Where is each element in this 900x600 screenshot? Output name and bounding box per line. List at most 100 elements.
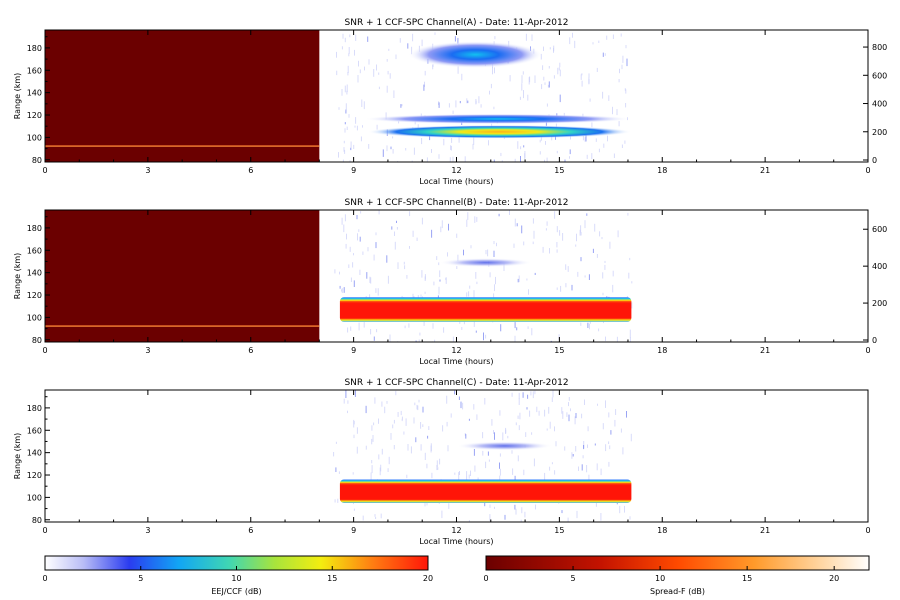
- panel-c-noise-speck: [441, 510, 443, 519]
- panel-b-noise-speck: [358, 322, 360, 331]
- panel-a-x-tick-label: 0: [865, 166, 870, 175]
- panel-b-noise-speck: [514, 218, 516, 227]
- panel-a-noise-speck: [559, 62, 561, 68]
- panel-b-noise-speck: [503, 263, 505, 271]
- panel-c-noise-speck: [420, 422, 422, 429]
- panel-a-noise-speck: [519, 96, 521, 100]
- panel-b-noise-speck: [516, 223, 518, 227]
- panel-c-noise-speck: [414, 402, 416, 406]
- panel-c-noise-speck: [489, 514, 491, 521]
- panel-c-noise: [333, 390, 632, 522]
- panel-b-noise-speck: [534, 272, 536, 275]
- panel-a-noise-speck: [564, 159, 566, 162]
- panel-b-x-tick-label: 0: [865, 346, 870, 355]
- panel-a-noise-speck: [475, 100, 477, 104]
- panel-a-noise-speck: [588, 77, 590, 85]
- panel-a-noise-speck: [521, 83, 523, 91]
- panel-b-noise-speck: [359, 269, 361, 275]
- panel-b-noise-speck: [571, 284, 573, 291]
- panel-c-y-tick-label: 100: [27, 493, 42, 502]
- panel-c-noise-speck: [393, 445, 395, 450]
- panel-b-noise-speck: [419, 332, 421, 336]
- panel-c-x-tick-label: 21: [760, 526, 770, 535]
- panel-c-noise-speck: [572, 454, 574, 457]
- panel-a-noise-speck: [358, 60, 359, 67]
- panel-c-noise-speck: [380, 513, 382, 519]
- panel-b-noise-speck: [523, 241, 525, 246]
- panel-c-x-tick-label: 0: [42, 526, 47, 535]
- panel-a-noise-speck: [338, 152, 339, 158]
- panel-b-y-tick-label: 160: [27, 246, 42, 255]
- panel-c-noise-speck: [333, 452, 335, 457]
- panel-a-noise-speck: [344, 122, 346, 125]
- panel-a-noise-speck: [559, 94, 561, 103]
- panel-a-right-tick-label: 200: [872, 128, 887, 137]
- panel-a-noise-speck: [584, 137, 586, 142]
- panel-b-noise-speck: [375, 242, 377, 249]
- panel-a-noise-speck: [544, 159, 545, 162]
- panel-b-noise-speck: [517, 278, 519, 283]
- panel-c-noise-speck: [535, 504, 536, 510]
- panel-a-y-tick-label: 160: [27, 66, 42, 75]
- panel-b-noise-speck: [470, 245, 472, 249]
- panel-c-noise-speck: [487, 451, 489, 456]
- panel-a-echo-blob: [408, 41, 543, 69]
- panel-b-noise-speck: [406, 275, 408, 279]
- panel-a-noise-speck: [344, 128, 346, 133]
- panel-a-noise-speck: [625, 89, 627, 94]
- panel-b-noise-speck: [369, 276, 371, 283]
- panel-a-noise-speck: [478, 96, 480, 104]
- panel-c-noise-speck: [428, 426, 430, 430]
- panel-c-noise-speck: [544, 409, 546, 417]
- panel-a-noise-speck: [616, 109, 618, 116]
- panel-a-noise-speck: [362, 125, 363, 128]
- panel-b-x-tick-label: 9: [351, 346, 356, 355]
- panel-c-eej-layer: [339, 479, 632, 503]
- panel-b-noise-speck: [575, 244, 577, 247]
- panel-c-noise-speck: [374, 397, 376, 404]
- panel-a-noise-speck: [361, 99, 363, 107]
- panel-b-noise-speck: [356, 215, 358, 220]
- panel-a-noise-speck: [613, 153, 615, 158]
- panel-b-noise-speck: [601, 237, 603, 240]
- panel-c-noise-speck: [485, 461, 487, 469]
- panel-b-noise-speck: [468, 291, 470, 297]
- panel-a-echo-blob: [367, 125, 632, 139]
- panel-a-right-tick-label: 600: [872, 71, 887, 80]
- panel-c-noise-speck: [494, 506, 495, 509]
- panel-a-noise-speck: [457, 37, 459, 44]
- panel-b-noise-speck: [576, 233, 577, 242]
- panel-b-noise-speck: [421, 217, 423, 225]
- panel-b-noise-speck: [387, 275, 389, 284]
- panel-a-noise-speck: [523, 145, 525, 148]
- panel-b-noise-speck: [350, 326, 352, 331]
- panel-a-noise-speck: [509, 75, 511, 82]
- panel-b-noise-speck: [474, 216, 476, 223]
- panel-b-noise-speck: [629, 257, 631, 261]
- panel-a-noise-speck: [350, 147, 352, 151]
- panel-b-noise-speck: [586, 213, 588, 216]
- panel-c-noise-speck: [347, 400, 349, 404]
- panel-c-noise-speck: [511, 392, 513, 397]
- panel-b-noise-speck: [599, 231, 601, 237]
- panel-c-noise-speck: [587, 444, 588, 448]
- panel-b-noise-speck: [463, 249, 464, 256]
- panel-b-noise-speck: [617, 230, 619, 238]
- panel-a-noise-speck: [432, 64, 434, 70]
- panel-c-noise-speck: [446, 395, 448, 404]
- panel-a-noise-speck: [553, 75, 555, 79]
- panel-a-noise-speck: [355, 117, 357, 124]
- panel-b-noise-speck: [628, 272, 630, 279]
- panel-c-noise-speck: [518, 398, 520, 405]
- panel-c-noise-speck: [392, 424, 394, 429]
- panel-b-noise-speck: [396, 227, 398, 230]
- panel-c-noise-speck: [370, 472, 372, 480]
- panel-c-noise-speck: [390, 433, 392, 440]
- panel-b-noise-speck: [516, 327, 518, 331]
- panel-a-noise-speck: [544, 82, 546, 85]
- panel-a-noise-speck: [343, 147, 345, 152]
- panel-c-noise-speck: [403, 431, 405, 435]
- panel-a-noise-speck: [558, 67, 560, 71]
- panel-a-noise-speck: [382, 149, 384, 157]
- panel-b-y-tick-label: 120: [27, 291, 42, 300]
